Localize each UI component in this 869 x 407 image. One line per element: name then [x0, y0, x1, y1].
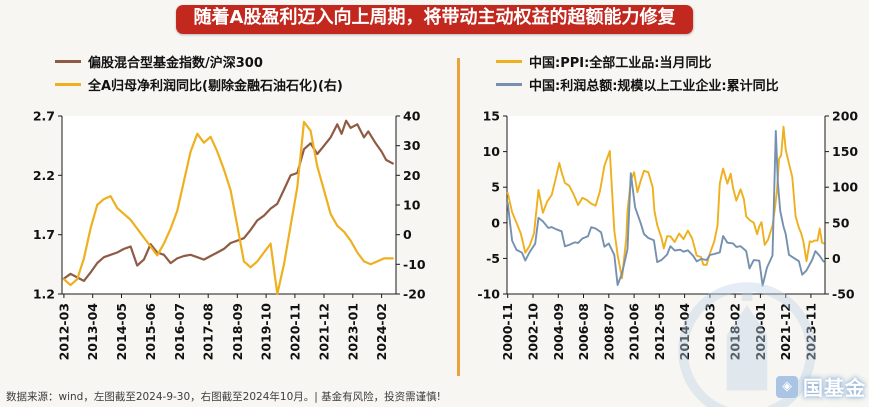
svg-text:-10: -10 [477, 287, 500, 302]
svg-text:2018-09: 2018-09 [230, 303, 245, 360]
svg-text:1.7: 1.7 [33, 227, 55, 242]
svg-text:150: 150 [832, 144, 858, 159]
svg-text:50: 50 [832, 215, 850, 230]
svg-text:0: 0 [403, 227, 412, 242]
svg-text:-20: -20 [403, 287, 426, 302]
svg-text:1.2: 1.2 [33, 287, 55, 302]
svg-text:2024-02: 2024-02 [374, 303, 389, 360]
svg-text:2016-03: 2016-03 [702, 303, 717, 360]
svg-text:2014-05: 2014-05 [114, 303, 129, 360]
svg-text:2023-11: 2023-11 [803, 303, 818, 360]
vertical-divider [457, 58, 460, 376]
svg-text:2002-10: 2002-10 [526, 303, 541, 361]
footer-note: 数据来源：wind，左图截至2024-9-30，右图截至2024年10月。| 基… [6, 391, 441, 403]
blue-line-swatch [496, 83, 522, 86]
svg-text:2012-03: 2012-03 [56, 303, 71, 360]
svg-text:20: 20 [403, 168, 421, 183]
svg-text:2.7: 2.7 [33, 109, 55, 124]
legend-item: 全A归母净利润同比(剔除金融石油石化)(右) [55, 75, 343, 94]
svg-text:2021-12: 2021-12 [778, 303, 793, 360]
svg-text:2004-09: 2004-09 [551, 303, 566, 360]
title-banner: 随着A股盈利迈入向上周期，将带动主动权益的超额能力修复 [175, 5, 694, 34]
page-title: 随着A股盈利迈入向上周期，将带动主动权益的超额能力修复 [193, 7, 676, 28]
legend-label: 全A归母净利润同比(剔除金融石油石化)(右) [88, 79, 343, 94]
left-line-chart: 2.7 2.2 1.7 1.2 40 30 20 10 0 -10 -20 2012-03 2013-0… [33, 109, 426, 361]
legend-item: 中国:PPI:全部工业品:当月同比 [496, 52, 779, 71]
svg-text:2.2: 2.2 [33, 168, 55, 183]
svg-text:2014-04: 2014-04 [677, 303, 692, 361]
svg-text:2020-01: 2020-01 [753, 303, 768, 360]
svg-text:10: 10 [483, 144, 501, 159]
legend-label: 中国:PPI:全部工业品:当月同比 [529, 56, 712, 71]
brown-line-swatch [55, 60, 81, 63]
svg-text:40: 40 [403, 109, 421, 124]
gold-line-swatch [496, 60, 522, 63]
svg-text:2000-11: 2000-11 [500, 303, 515, 360]
svg-text:2012-05: 2012-05 [652, 303, 667, 360]
svg-text:-50: -50 [832, 287, 855, 302]
legend-label: 中国:利润总额:规模以上工业企业:累计同比 [529, 79, 779, 94]
svg-text:2013-04: 2013-04 [85, 303, 100, 361]
svg-text:100: 100 [832, 180, 858, 195]
svg-text:2020-11: 2020-11 [287, 303, 302, 360]
svg-text:-10: -10 [403, 257, 426, 272]
svg-text:10: 10 [403, 198, 421, 213]
svg-text:2010-06: 2010-06 [627, 303, 642, 361]
gold-line-swatch [55, 83, 81, 86]
svg-text:-5: -5 [486, 251, 500, 266]
right-chart-legend: 中国:PPI:全部工业品:当月同比 中国:利润总额:规模以上工业企业:累计同比 [496, 52, 779, 94]
left-chart-legend: 偏股混合型基金指数/沪深300 全A归母净利润同比(剔除金融石油石化)(右) [55, 52, 343, 94]
svg-text:2017-08: 2017-08 [201, 303, 216, 360]
svg-text:15: 15 [483, 109, 500, 124]
svg-text:200: 200 [832, 109, 858, 124]
svg-text:2018-02: 2018-02 [728, 303, 743, 360]
svg-text:30: 30 [403, 138, 421, 153]
legend-item: 中国:利润总额:规模以上工业企业:累计同比 [496, 75, 779, 94]
svg-text:2019-10: 2019-10 [259, 303, 274, 361]
svg-text:0: 0 [832, 251, 841, 266]
svg-text:2006-08: 2006-08 [576, 303, 591, 360]
svg-text:2015-06: 2015-06 [143, 303, 158, 361]
legend-label: 偏股混合型基金指数/沪深300 [88, 56, 263, 71]
svg-text:2021-12: 2021-12 [317, 303, 332, 360]
svg-text:0: 0 [491, 215, 500, 230]
svg-text:2023-01: 2023-01 [345, 303, 360, 360]
svg-text:5: 5 [491, 180, 500, 195]
svg-text:2008-07: 2008-07 [601, 303, 616, 360]
legend-item: 偏股混合型基金指数/沪深300 [55, 52, 343, 71]
svg-text:2016-07: 2016-07 [172, 303, 187, 360]
